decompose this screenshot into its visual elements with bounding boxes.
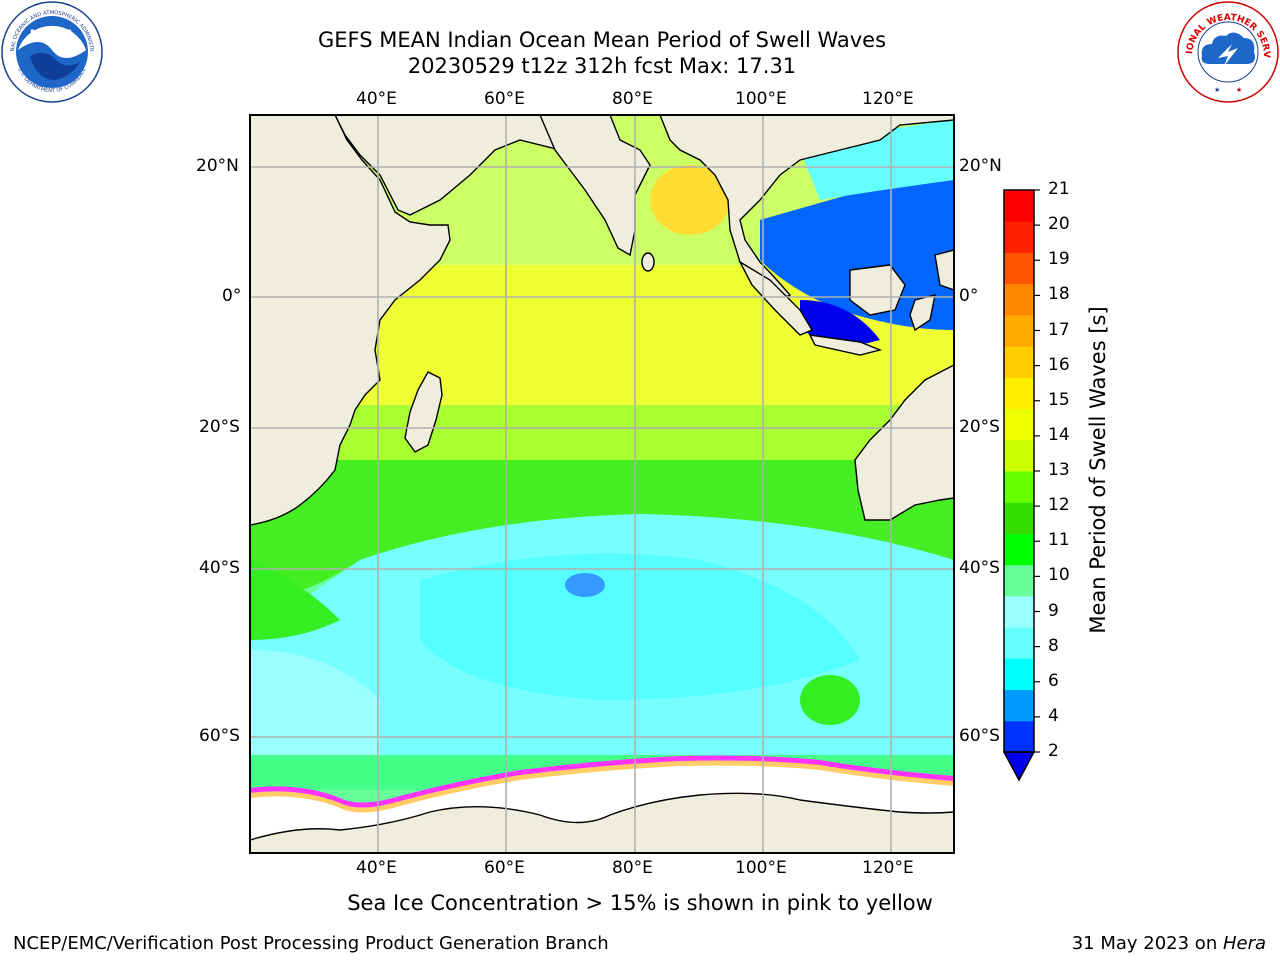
lon-tick-top: 60°E <box>484 89 525 109</box>
colorbar-tick-label: 11 <box>1048 530 1070 551</box>
nws-star-icon: ★ <box>1214 86 1220 94</box>
colorbar-extend-min <box>1002 751 1036 782</box>
colorbar-tick-label: 15 <box>1048 389 1070 410</box>
noaa-logo-text: NOAA <box>30 28 75 44</box>
colorbar-segment <box>1004 627 1034 659</box>
sea-ice-note: Sea Ice Concentration > 15% is shown in … <box>347 891 933 915</box>
lon-tick-top: 40°E <box>356 89 397 109</box>
graticule <box>250 115 954 853</box>
lat-tick-left: 20°N <box>196 156 239 176</box>
colorbar-segment <box>1004 190 1034 222</box>
land-sumatra <box>738 260 814 336</box>
land <box>250 115 954 853</box>
colorbar-tick-label: 2 <box>1048 741 1059 761</box>
footer-date: 31 May 2023 on Hera <box>1072 933 1266 954</box>
lat-tick-left: 20°S <box>199 417 240 437</box>
colorbar-tick-label: 10 <box>1048 565 1070 586</box>
lat-tick-left: 40°S <box>199 558 240 578</box>
lon-tick-top: 100°E <box>735 89 787 109</box>
field-band-southern-core <box>420 553 860 700</box>
land-antarctica <box>250 792 954 853</box>
colorbar-segment <box>1004 658 1034 691</box>
colorbar-segment <box>1004 471 1034 503</box>
field-band-mid-lower <box>250 515 954 600</box>
nws-logo: NATIONAL WEATHER SERVICE ★ ★ <box>1176 0 1279 103</box>
noaa-logo: NATIONAL OCEANIC AND ATMOSPHERIC ADMINIS… <box>0 0 103 103</box>
lon-tick-bottom: 40°E <box>356 858 397 878</box>
lon-tick-bottom: 60°E <box>484 858 525 878</box>
colorbar-segment <box>1004 314 1034 347</box>
colorbar-segment <box>1004 439 1034 472</box>
colorbar-tick-label: 20 <box>1048 214 1070 235</box>
colorbar-segment <box>1004 221 1034 253</box>
map-title: GEFS MEAN Indian Ocean Mean Period of Sw… <box>317 28 887 52</box>
land-australia <box>854 364 954 521</box>
colorbar-tick-label: 19 <box>1048 249 1070 270</box>
colorbar-segment <box>1004 720 1034 753</box>
colorbar-tick-label: 18 <box>1048 284 1070 305</box>
field-patch-pacific <box>800 120 954 200</box>
field-band-west <box>250 560 340 640</box>
footer-credit: NCEP/EMC/Verification Post Processing Pr… <box>13 933 609 954</box>
field-patch-bay-bengal <box>650 165 730 235</box>
land-india <box>539 115 651 257</box>
field-band-southwest <box>250 650 380 760</box>
colorbar-segment <box>1004 533 1034 566</box>
map-frame <box>249 114 955 854</box>
lat-tick-right: 20°N <box>959 156 1002 176</box>
field-patch-south-china-sea <box>760 170 954 330</box>
field-patch-green <box>800 675 860 725</box>
colorbar-segment <box>1004 283 1034 316</box>
land-africa <box>250 115 451 526</box>
colorbar-tick-label: 6 <box>1048 670 1059 691</box>
lat-tick-right: 40°S <box>959 558 1000 578</box>
lon-tick-top: 120°E <box>862 89 914 109</box>
colorbar-segment <box>1004 595 1034 628</box>
colorbar-tick-label: 4 <box>1048 705 1059 726</box>
nws-star-icon: ★ <box>1236 86 1242 94</box>
lat-tick-right: 0° <box>959 286 979 306</box>
colorbar-tick-label: 17 <box>1048 319 1070 340</box>
colorbar-segment <box>1004 377 1034 410</box>
field-band-mid <box>250 460 954 520</box>
colorbar-segment <box>1004 689 1034 722</box>
lat-tick-right: 60°S <box>959 726 1000 746</box>
colorbar-tick-label: 8 <box>1048 635 1059 656</box>
field-patch-blue <box>565 573 605 597</box>
colorbar <box>1002 189 1040 782</box>
colorbar-tick-label: 9 <box>1048 600 1059 621</box>
land-sri-lanka <box>641 252 655 272</box>
lat-tick-right: 20°S <box>959 417 1000 437</box>
colorbar-segment <box>1004 502 1034 534</box>
colorbar-segment <box>1004 252 1034 285</box>
lon-tick-bottom: 100°E <box>735 858 787 878</box>
lon-tick-top: 80°E <box>612 89 653 109</box>
colorbar-tick-label: 13 <box>1048 460 1070 480</box>
land-southeast-asia <box>659 115 954 301</box>
lon-tick-bottom: 80°E <box>612 858 653 878</box>
land-madagascar <box>404 371 443 453</box>
map-subtitle: 20230529 t12z 312h fcst Max: 17.31 <box>407 54 797 78</box>
colorbar-tick-label: 16 <box>1048 354 1070 375</box>
lat-tick-left: 0° <box>222 286 242 306</box>
colorbar-tick-label: 21 <box>1048 179 1070 199</box>
lon-tick-bottom: 120°E <box>862 858 914 878</box>
footer-host: Hera <box>1222 933 1266 954</box>
land-sulawesi <box>909 294 936 332</box>
colorbar-tick-label: 12 <box>1048 495 1070 516</box>
colorbar-segment <box>1004 346 1034 378</box>
colorbar-title: Mean Period of Swell Waves [s] <box>1086 306 1110 634</box>
lat-tick-left: 60°S <box>199 726 240 746</box>
colorbar-tick-label: 14 <box>1048 424 1070 445</box>
colorbar-segment <box>1004 564 1034 597</box>
colorbar-segment <box>1004 408 1034 441</box>
footer-date-text: 31 May 2023 on <box>1071 933 1223 954</box>
land-philippines <box>934 249 954 291</box>
land-java <box>808 334 883 356</box>
field-band-subtropic <box>250 405 954 460</box>
